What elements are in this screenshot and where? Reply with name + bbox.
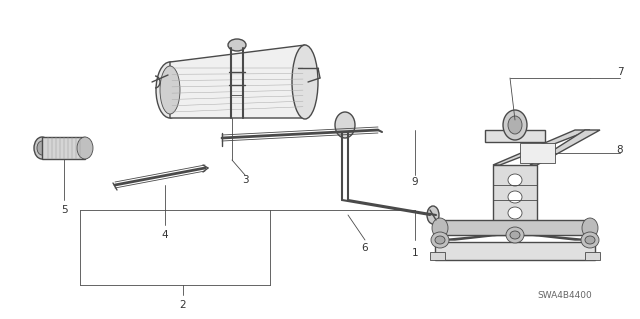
Ellipse shape bbox=[508, 116, 522, 134]
Text: 7: 7 bbox=[617, 67, 623, 77]
Bar bbox=[430, 252, 445, 260]
Bar bbox=[485, 130, 545, 142]
Text: 2: 2 bbox=[180, 300, 186, 310]
Ellipse shape bbox=[34, 137, 50, 159]
Ellipse shape bbox=[582, 218, 598, 238]
Bar bbox=[520, 143, 555, 163]
Bar bbox=[435, 242, 595, 260]
Text: 9: 9 bbox=[412, 177, 419, 187]
Ellipse shape bbox=[581, 232, 599, 248]
Polygon shape bbox=[530, 130, 600, 165]
Polygon shape bbox=[170, 45, 305, 118]
Ellipse shape bbox=[432, 218, 448, 238]
Text: 3: 3 bbox=[242, 175, 248, 185]
Ellipse shape bbox=[508, 191, 522, 203]
Ellipse shape bbox=[510, 231, 520, 239]
Bar bbox=[440, 220, 590, 235]
Text: 1: 1 bbox=[412, 248, 419, 258]
Text: SWA4B4400: SWA4B4400 bbox=[538, 291, 593, 300]
Text: 5: 5 bbox=[61, 205, 67, 215]
Ellipse shape bbox=[506, 227, 524, 243]
Text: 8: 8 bbox=[617, 145, 623, 155]
Ellipse shape bbox=[335, 112, 355, 138]
Polygon shape bbox=[493, 130, 590, 165]
Ellipse shape bbox=[508, 207, 522, 219]
Ellipse shape bbox=[585, 236, 595, 244]
Ellipse shape bbox=[77, 137, 93, 159]
Ellipse shape bbox=[160, 66, 180, 114]
Bar bbox=[585, 252, 600, 260]
Ellipse shape bbox=[435, 236, 445, 244]
Ellipse shape bbox=[37, 141, 47, 155]
Bar bbox=[493, 165, 537, 235]
Ellipse shape bbox=[156, 62, 184, 118]
Ellipse shape bbox=[508, 174, 522, 186]
Text: 4: 4 bbox=[162, 230, 168, 240]
Ellipse shape bbox=[228, 39, 246, 51]
Ellipse shape bbox=[292, 45, 318, 119]
Polygon shape bbox=[42, 137, 85, 159]
Polygon shape bbox=[440, 235, 500, 240]
Ellipse shape bbox=[427, 206, 439, 224]
Text: 6: 6 bbox=[362, 243, 368, 253]
Ellipse shape bbox=[503, 110, 527, 140]
Polygon shape bbox=[530, 235, 590, 240]
Ellipse shape bbox=[431, 232, 449, 248]
